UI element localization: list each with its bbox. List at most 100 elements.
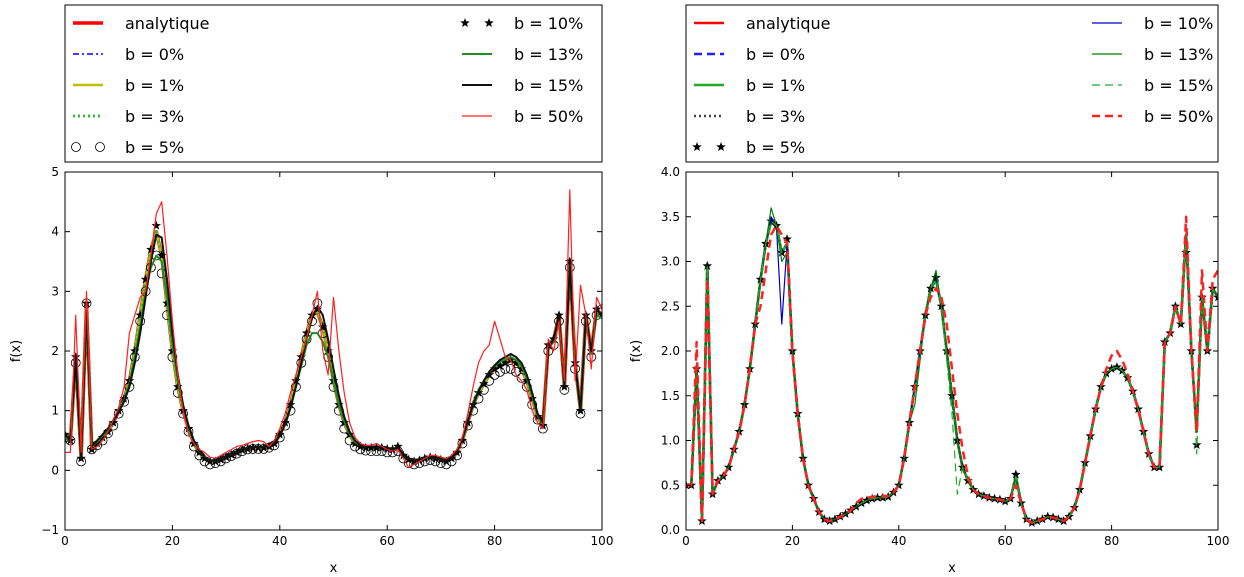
chart-panel-2: 0 20 40 60 80 100 0.0 0.5 1.0 1.5 2.0 2.5 3.0 3.5 4.0 x… (629, 4, 1230, 576)
x-tick-label: 40 (891, 534, 906, 548)
data-point (323, 346, 333, 355)
data-point (500, 357, 511, 367)
y-tick-label: −1 (41, 523, 59, 537)
series-line (65, 189, 602, 468)
y-tick-label: 3.5 (661, 210, 680, 224)
legend-label: analytique (746, 14, 831, 33)
legend-item: b = 50% (462, 107, 583, 126)
y-axis-label: f(x) (9, 340, 24, 362)
x-tick-label: 20 (165, 534, 180, 548)
legend-item: b = 0% (694, 45, 805, 64)
y-tick-label: 0.5 (661, 478, 680, 492)
legend: analytique b = 0% b = 1% b = 3% b = 5% b = 10… (64, 4, 603, 163)
series-7 (65, 233, 602, 462)
data-point (151, 220, 161, 230)
series-7 (686, 220, 1218, 524)
legend-marker (716, 142, 726, 151)
legend-label: b = 10% (514, 14, 583, 33)
x-tick-label: 0 (61, 534, 69, 548)
data-point (65, 432, 70, 443)
data-point (505, 363, 516, 374)
series-line (686, 220, 1218, 524)
data-point (173, 381, 183, 391)
legend-item: b = 50% (1092, 107, 1213, 126)
legend-label: b = 0% (746, 45, 805, 64)
legend-box (64, 4, 603, 163)
legend-item: analytique (73, 14, 210, 33)
y-tick-label: 4 (51, 225, 59, 239)
data-point (135, 310, 145, 320)
y-tick-label: 2 (51, 344, 59, 358)
legend-label: b = 5% (746, 138, 805, 157)
x-axis-label: x (948, 561, 956, 576)
y-axis-label: f(x) (629, 340, 644, 362)
x-tick-label: 60 (998, 534, 1013, 548)
series-line (65, 233, 602, 462)
y-tick-label: 3.0 (661, 255, 680, 269)
legend-label: b = 50% (1144, 107, 1213, 126)
data-point (92, 438, 102, 448)
legend-label: b = 3% (125, 107, 184, 126)
legend-item: b = 15% (462, 76, 583, 95)
series-6 (65, 254, 602, 462)
legend-label: b = 15% (514, 76, 583, 95)
data-point (301, 328, 312, 338)
data-point (495, 360, 505, 370)
legend-marker (71, 142, 81, 152)
x-tick-label: 100 (591, 534, 614, 548)
legend-item: b = 5% (692, 138, 805, 157)
y-tick-label: 3 (51, 284, 59, 298)
legend-label: b = 1% (746, 76, 805, 95)
legend-box (685, 4, 1219, 163)
legend-item: b = 5% (71, 138, 184, 157)
data-point (516, 363, 527, 373)
plot-series-group (65, 189, 602, 470)
data-point (782, 234, 792, 244)
legend-label: b = 50% (514, 107, 583, 126)
legend-item: b = 15% (1092, 76, 1213, 95)
data-point (130, 346, 140, 355)
plot-series-group (686, 207, 1218, 527)
legend-label: b = 3% (746, 107, 805, 126)
data-point (484, 369, 494, 379)
legend-label: analytique (125, 14, 210, 33)
data-point (291, 375, 301, 385)
legend-marker (460, 18, 470, 27)
x-axis-label: x (330, 561, 338, 576)
y-tick-label: 1 (51, 404, 59, 418)
series-line (686, 215, 1218, 525)
legend-marker (692, 142, 702, 151)
legend-label: b = 13% (514, 45, 583, 64)
legend-item: b = 3% (694, 107, 805, 126)
data-point (140, 274, 151, 284)
y-tick-label: 1.5 (661, 389, 680, 403)
legend-marker (484, 18, 494, 27)
legend-label: b = 13% (1144, 45, 1213, 64)
y-tick-label: 5 (51, 165, 59, 179)
series-8 (686, 215, 1218, 525)
y-tick-label: 1.0 (661, 434, 680, 448)
data-point (318, 322, 328, 332)
legend-item: b = 10% (1092, 14, 1213, 33)
legend: analytique b = 0% b = 1% b = 3% b = 5% b = 10… (685, 4, 1219, 163)
data-point (511, 357, 521, 367)
y-tick-label: 4.0 (661, 165, 680, 179)
data-point (931, 272, 941, 282)
legend-marker (95, 142, 105, 152)
data-point (565, 256, 575, 266)
series-8 (65, 189, 602, 468)
data-point (1181, 247, 1191, 257)
legend-item: b = 3% (73, 107, 184, 126)
data-point (71, 352, 81, 361)
legend-label: b = 1% (125, 76, 184, 95)
plot-area (686, 172, 1218, 530)
series-line (65, 254, 602, 462)
data-point (511, 366, 521, 377)
y-tick-label: 0 (51, 463, 59, 477)
legend-label: b = 10% (1144, 14, 1213, 33)
x-tick-label: 100 (1207, 534, 1230, 548)
x-tick-label: 20 (785, 534, 800, 548)
data-point (146, 244, 156, 254)
